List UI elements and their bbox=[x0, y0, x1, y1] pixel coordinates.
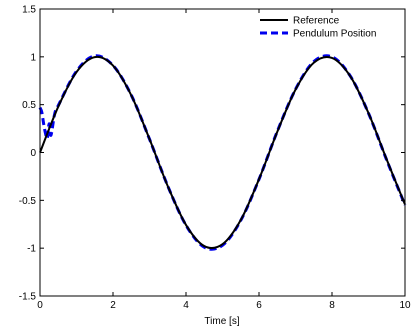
x-tick-label: 6 bbox=[256, 300, 262, 311]
y-tick-label: -1.5 bbox=[19, 292, 37, 303]
pendulum-position-line bbox=[38, 54, 407, 251]
legend-label: Reference bbox=[293, 16, 340, 27]
axes-frame bbox=[39, 8, 406, 297]
y-tick-label: 1.5 bbox=[22, 5, 36, 16]
legend-label: Pendulum Position bbox=[293, 29, 376, 40]
x-tick-label: 0 bbox=[37, 300, 43, 311]
plot-area bbox=[38, 54, 407, 251]
reference-line bbox=[39, 55, 406, 250]
y-tick-label: 0.5 bbox=[22, 100, 36, 111]
legend: Reference Pendulum Position bbox=[260, 16, 376, 40]
y-tick-label: -1 bbox=[27, 244, 36, 255]
y-tick-label: 0 bbox=[30, 148, 36, 159]
y-tick-label: -0.5 bbox=[19, 196, 37, 207]
x-tick-label: 8 bbox=[329, 300, 335, 311]
x-tick-label: 2 bbox=[110, 300, 116, 311]
y-tick-label: 1 bbox=[30, 52, 36, 63]
x-tick-label: 4 bbox=[183, 300, 189, 311]
x-tick-label: 10 bbox=[399, 300, 411, 311]
x-axis-label: Time [s] bbox=[204, 316, 239, 327]
axes: 0 2 4 6 8 10 -1.5 -1 -0.5 0 0.5 1 1.5 bbox=[19, 5, 411, 312]
